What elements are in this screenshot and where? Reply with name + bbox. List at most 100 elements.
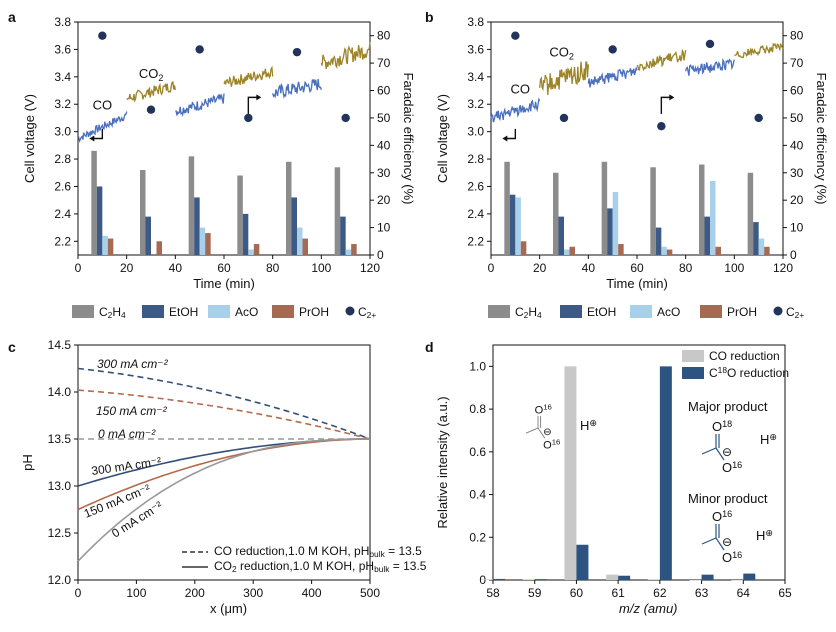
molecule-co-bond-c [525,427,539,434]
ms-bar-co [689,580,702,581]
left-arrow-head-icon [502,135,508,142]
y2-tick-label: 40 [377,138,391,152]
bar-aco [564,249,570,255]
x-tick-label: 200 [185,586,205,600]
x-axis-label-part: x [210,601,217,616]
legend-co2-text: CO2 reduction,1.0 M KOH, pHbulk = 13.5 [214,559,427,574]
c2plus-point [195,45,204,54]
h-plus-major: H⊕ [760,432,777,447]
bar-c2h4 [91,150,97,255]
x-tick-label: 80 [679,261,693,275]
molecule-minor-o-bottom-part: 16 [732,550,742,560]
legend-swatch-1 [560,305,582,318]
x-tick-label: 300 [243,586,263,600]
c2plus-point [146,105,156,114]
ms-bar-co [564,366,577,580]
y2-tick-label: 50 [790,111,804,125]
y-tick-label: 2.4 [54,207,71,221]
y2-tick-label: 0 [790,248,797,262]
y-tick-label: 0.2 [469,530,486,544]
bar-proh [569,246,575,255]
co-label: CO [93,98,113,113]
major-product-label: Major product [688,399,768,414]
legend-label-c2plus-part: C [786,305,795,319]
x-tick-label: 61 [611,586,625,600]
y-tick-label: 3.8 [467,15,484,29]
c2plus-point [608,45,617,54]
legend-label-c2plus-part: 2+ [367,310,377,320]
co2-label: CO2 [549,44,574,61]
co2-label-part: 2 [569,51,574,61]
molecule-minor-bond-c [701,537,717,545]
x-tick-label: 60 [630,261,644,275]
legend-swatch-co [682,350,704,362]
legend-label-proh: PrOH [299,305,329,319]
x-axis-label: m/z (amu) [619,601,678,616]
panel-b-chart: 0 20 40 60 80 100 1202.22.42.62.83.03.23.43.63… [435,15,829,291]
legend-swatch-2 [630,305,652,318]
y-tick-label: 2.2 [54,234,71,248]
bar-etoh [96,186,103,255]
legend-label-aco: AcO [657,305,680,319]
legend-swatch-2 [208,305,230,318]
x-axis-label-part: (amu) [640,601,678,616]
y2-tick-label: 20 [377,193,391,207]
ph-curve-5 [77,438,370,562]
bar-proh [302,238,308,255]
bar-aco [345,249,352,255]
legend-co-text-part: = 13.5 [385,544,422,558]
bar-etoh [145,216,151,255]
x-tick-label: 63 [695,586,709,600]
voltage-trace-co [272,78,322,99]
y-tick-label: 3.6 [467,42,484,56]
y2-tick-label: 60 [377,84,391,98]
molecule-major-o-top: O18 [712,419,732,434]
molecule-co-bond-o2 [537,427,546,439]
y2-tick-label: 30 [377,166,391,180]
c2plus-point [657,121,666,131]
c2plus-point [559,113,569,123]
ms-bar-c18o [743,573,756,580]
right-axis-arrow-icon [660,96,671,114]
voltage-trace-co2 [126,81,176,103]
ms-bar-c18o [576,544,589,580]
legend-swatch-0 [488,305,510,318]
y-axis-label: Cell voltage (V) [435,94,450,183]
h-plus-minor-part: ⊕ [765,528,773,538]
panel-a-chart: 0 20 40 60 80 100 1202.22.42.62.83.03.23.43.63… [22,15,416,291]
label-0-dashed: 0 mA cm⁻² [98,427,156,441]
bar-aco [297,227,303,255]
x-tick-label: 65 [778,586,792,600]
co2-label-part: CO [139,66,159,81]
y-tick-label: 2.6 [54,179,71,193]
voltage-trace-co [175,93,225,117]
x-tick-label: 100 [724,261,744,275]
y-tick-label: 0.4 [469,488,486,502]
bar-c2h4 [504,161,510,255]
legend-label-c2h4: C2H4 [515,305,542,320]
x-tick-label: 400 [302,586,322,600]
legend-co2-text-part: 2 [232,564,237,574]
panel-label-a: a [8,9,16,25]
y-tick-label: 2.4 [467,207,484,221]
molecule-minor-o-bottom: O16 [722,550,742,565]
legend-co-text: CO reduction [709,349,780,363]
y2-tick-label: 40 [790,138,804,152]
y-tick-label: 12.5 [48,526,72,540]
x-tick-label: 120 [360,261,380,275]
bar-c2h4 [650,167,656,255]
legend-swatch-3 [272,305,294,318]
minor-product-label: Minor product [688,491,768,506]
molecule-co-o-bottom: O16 [543,438,560,452]
legend-label-c2h4-part: C [99,305,108,319]
x-tick-label: 100 [126,586,146,600]
y-tick-label: 2.6 [467,179,484,193]
x-tick-label: 0 [488,261,495,275]
legend-co-text-part: CO reduction,1.0 M KOH, pH [214,544,369,558]
h-plus-major-part: H [760,432,769,447]
bar-etoh [194,197,200,255]
bar-c2h4 [237,175,243,255]
bar-aco [515,197,521,255]
